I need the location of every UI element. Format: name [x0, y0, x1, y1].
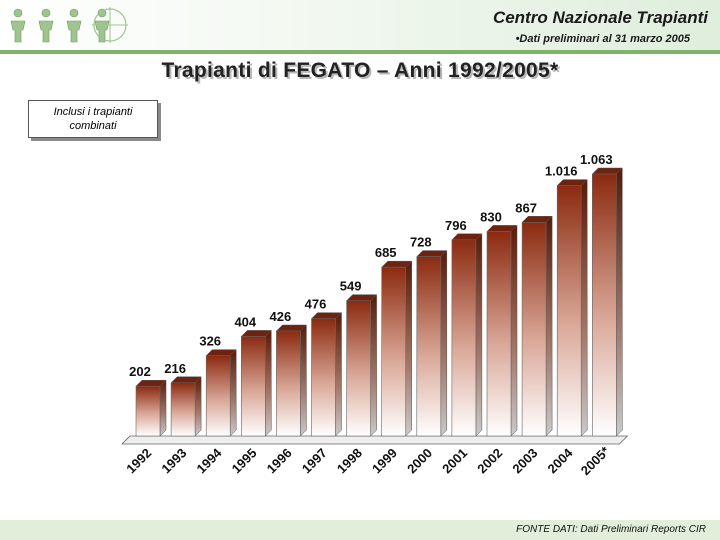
category-label: 2001 — [439, 445, 470, 476]
chart-note-box: Inclusi i trapianti combinati — [28, 100, 158, 138]
bar-value-label: 830 — [480, 209, 502, 224]
bar-side — [229, 349, 237, 437]
category-label: 1995 — [229, 445, 260, 476]
bar-value-label: 476 — [305, 297, 327, 312]
bar-side — [475, 233, 483, 437]
bar-value-label: 202 — [129, 364, 151, 379]
bar — [591, 173, 617, 437]
category-label: 1999 — [369, 445, 400, 476]
bar-side — [300, 324, 307, 437]
bar-value-label: 685 — [375, 245, 397, 260]
bar-side — [580, 178, 588, 437]
bar — [451, 239, 477, 437]
category-label: 2004 — [544, 445, 576, 477]
category-label: 1993 — [158, 445, 189, 476]
bar — [311, 318, 336, 437]
bar-side — [405, 260, 412, 437]
bar — [416, 256, 442, 437]
bar-value-label: 796 — [445, 218, 467, 233]
footer-band: FONTE DATI: Dati Preliminari Reports CIR — [0, 520, 720, 540]
bar — [276, 330, 301, 437]
bar-value-label: 326 — [199, 334, 221, 349]
bar — [205, 355, 231, 437]
category-label: 1996 — [264, 445, 295, 476]
category-label: 2003 — [509, 445, 540, 476]
bar-side — [370, 294, 377, 437]
bar-value-label: 426 — [270, 309, 292, 324]
bar — [381, 266, 407, 437]
org-subtitle: •Dati preliminari al 31 marzo 2005 — [515, 33, 690, 45]
bar-value-label: 404 — [234, 314, 256, 329]
category-label: 2002 — [474, 445, 505, 476]
bar-side — [335, 312, 342, 437]
bar-side — [616, 167, 623, 437]
header-band: Centro Nazionale Trapianti •Dati prelimi… — [0, 0, 720, 50]
category-label: 2000 — [404, 445, 435, 476]
category-label: 1992 — [123, 445, 154, 476]
bar — [170, 382, 196, 437]
bar — [556, 185, 582, 437]
bar-value-label: 1.063 — [580, 152, 613, 167]
bar-side — [545, 215, 553, 437]
bar-side — [510, 224, 518, 437]
bar-value-label: 867 — [515, 200, 537, 215]
category-label: 1997 — [299, 445, 330, 476]
people-logo-icon — [10, 7, 128, 43]
bar-value-label: 549 — [340, 279, 362, 294]
chart-title: Trapianti di FEGATO – Anni 1992/2005* — [161, 59, 559, 82]
category-label: 1994 — [193, 445, 225, 477]
category-label: 2005* — [578, 443, 613, 478]
chart-floor — [121, 435, 629, 445]
bar-value-label: 728 — [410, 235, 432, 250]
bar-side — [159, 379, 167, 437]
bar — [486, 231, 512, 437]
bar — [346, 300, 371, 437]
bar — [241, 336, 266, 437]
source-note: FONTE DATI: Dati Preliminari Reports CIR — [516, 524, 706, 535]
bar — [135, 385, 161, 437]
category-label: 1998 — [334, 445, 365, 476]
bar-side — [440, 249, 448, 437]
bar-side — [265, 329, 272, 437]
bar-value-label: 1.016 — [545, 164, 578, 179]
header-divider — [0, 50, 720, 54]
org-title: Centro Nazionale Trapianti — [492, 8, 708, 27]
bar-value-label: 216 — [164, 361, 186, 376]
bar — [521, 222, 547, 437]
bar-side — [194, 376, 202, 437]
